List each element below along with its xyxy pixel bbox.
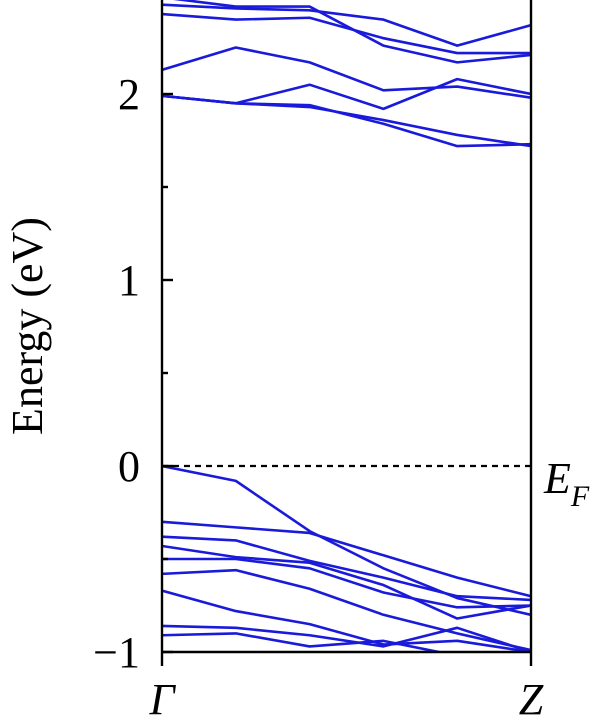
plot-area: −1 0 1 2 Γ Z EF [93,0,590,723]
y-axis-label: Energy (eV) [3,217,52,435]
band-line-9 [162,520,531,598]
band-line-10 [162,535,531,602]
y-tick-label: −1 [93,628,140,677]
y-tick-label: 0 [118,442,140,491]
y-tick-label: 1 [118,256,140,305]
band-line-2 [162,12,531,55]
band-line-11 [162,544,531,620]
band-line-5 [162,77,531,111]
y-tick-label: 2 [118,70,140,119]
x-tick-label: Z [519,675,544,723]
x-tick-label: Γ [148,675,176,723]
band-line-1 [162,3,531,47]
fermi-level-label: EF [543,454,590,513]
band-line-16 [162,632,446,652]
y-axis-title: Energy (eV) [3,217,52,435]
bands-group [162,0,531,652]
band-line-8 [162,464,531,617]
band-line-14 [162,589,531,652]
band-line-7 [162,94,531,148]
band-line-3 [173,0,531,64]
band-line-4 [162,46,531,100]
band-line-12 [162,557,531,609]
band-line-15 [162,624,531,652]
band-line-13 [162,568,531,652]
